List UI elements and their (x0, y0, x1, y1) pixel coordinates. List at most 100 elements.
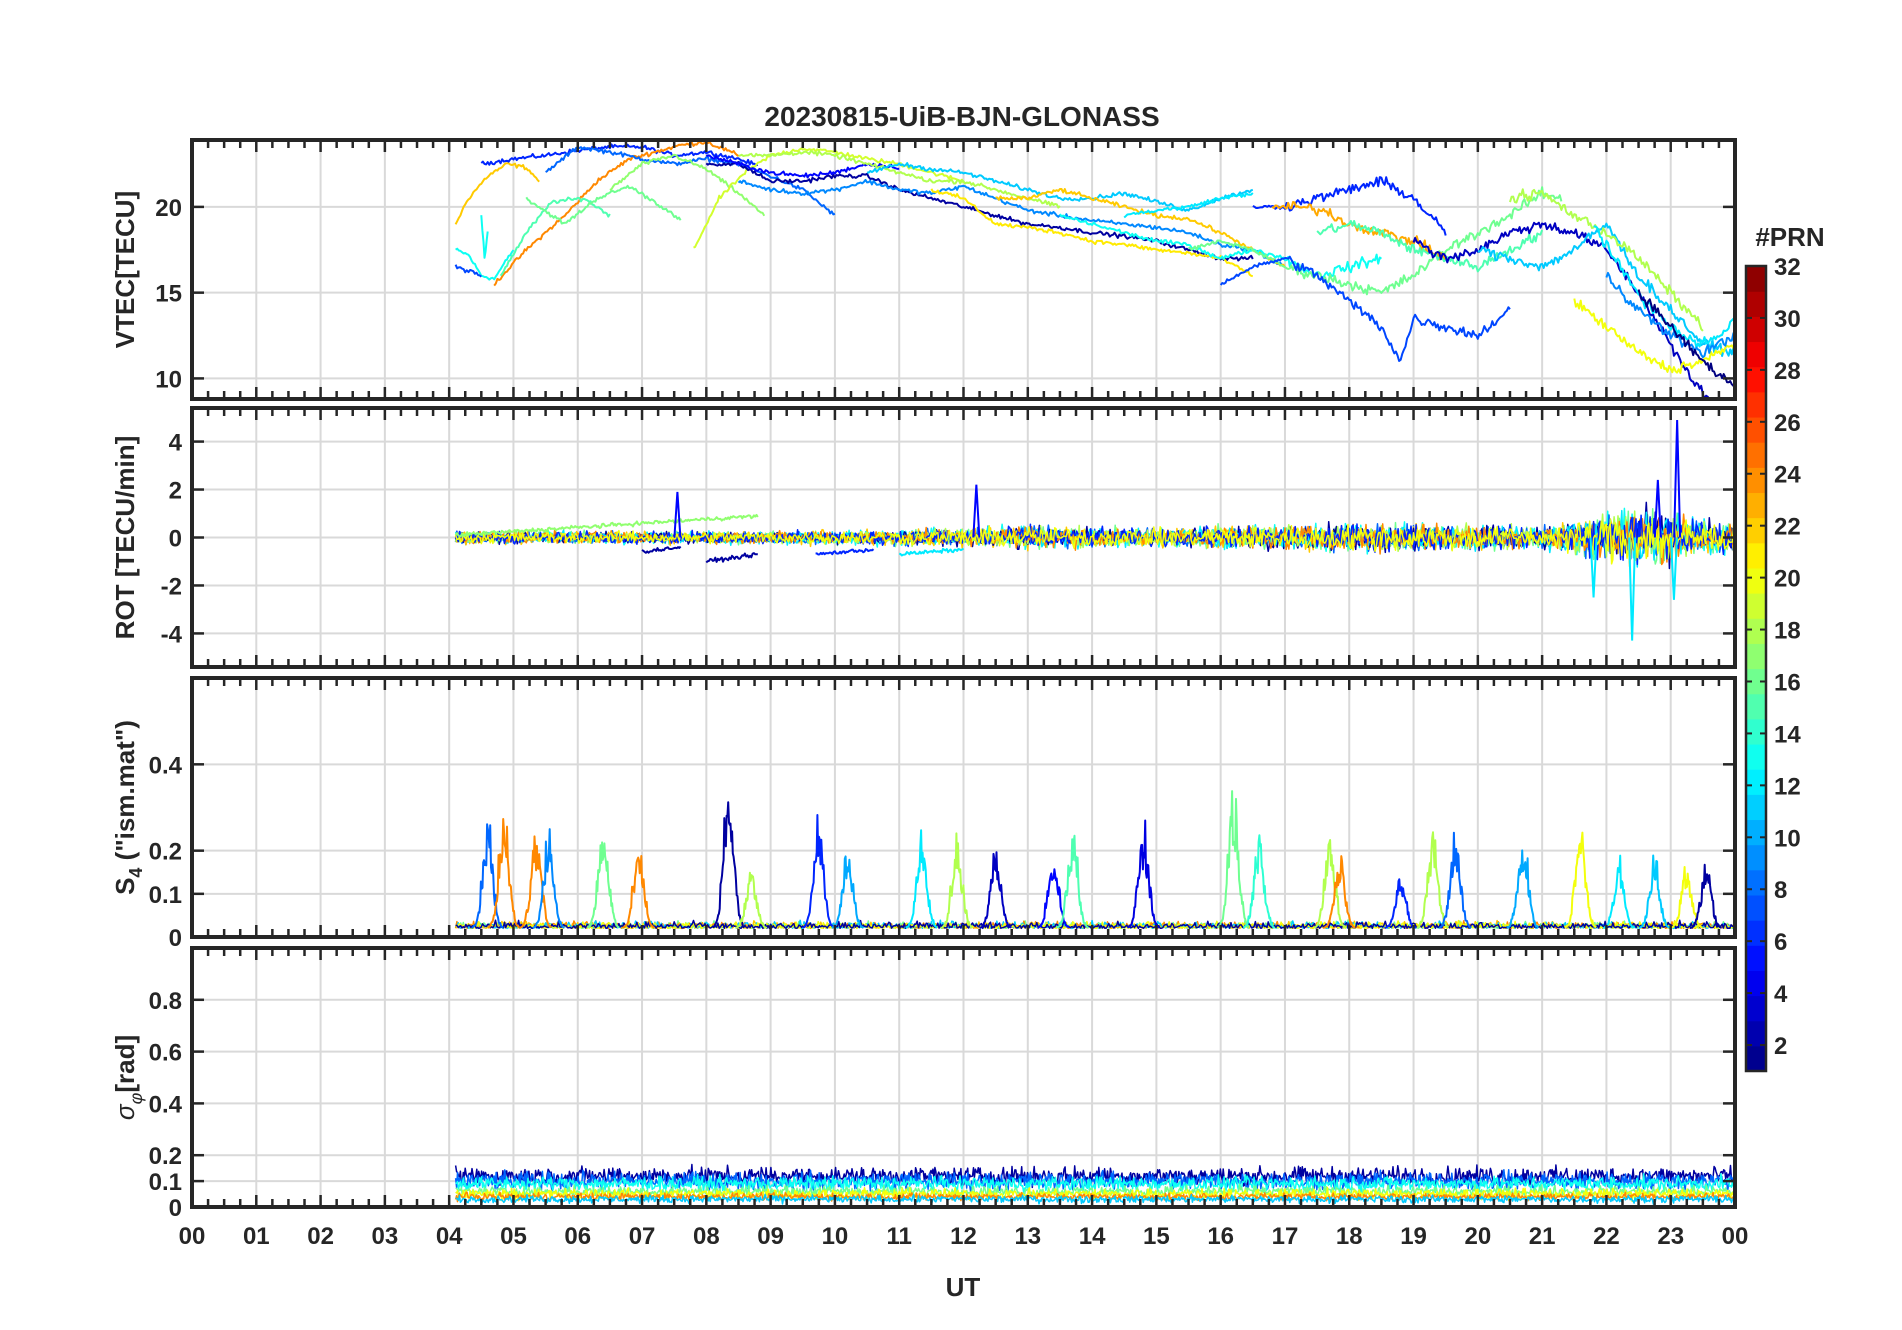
vtec-series-line (866, 162, 1254, 212)
colorbar-tick-label: 28 (1774, 358, 1801, 385)
vtec-series-line (1059, 213, 1382, 279)
x-tick-label: 07 (629, 1223, 656, 1250)
rot-spike (1669, 537, 1678, 600)
colorbar-tick-label: 2 (1774, 1033, 1787, 1060)
colorbar-segment (1746, 668, 1766, 695)
colorbar-segment (1746, 442, 1766, 468)
x-tick-label: 09 (757, 1223, 784, 1250)
x-tick-label: 21 (1529, 1223, 1556, 1250)
vtec-series-line (545, 146, 836, 216)
s4-burst-line (1564, 831, 1597, 929)
sigma-series-line (454, 1163, 1735, 1189)
x-tick-label: 00 (179, 1223, 206, 1250)
s4-burst-line (1670, 866, 1703, 929)
vtec-series-line (525, 184, 682, 225)
y-axis-label: VTEC[TECU] (110, 191, 140, 348)
s4-burst-line (1037, 868, 1070, 929)
rot-spike (1628, 537, 1637, 641)
colorbar-tick-label: 26 (1774, 410, 1801, 437)
rot-spike (972, 484, 981, 538)
colorbar-tick-label: 22 (1774, 514, 1801, 541)
vtec-series-line (1637, 289, 1735, 389)
y-tick-label: 2 (169, 478, 182, 505)
vtec-series-line (1412, 221, 1711, 399)
s4-burst-line (802, 814, 836, 929)
vtec-series-line (480, 143, 759, 167)
vtec-series-line (1188, 186, 1563, 296)
x-tick-label: 01 (243, 1223, 270, 1250)
vtec-data (454, 140, 1735, 399)
colorbar-segment (1746, 794, 1766, 821)
rot-trend-line (454, 513, 759, 538)
y-tick-label: 0 (169, 1195, 182, 1222)
axes-box (190, 676, 1737, 939)
colorbar-segment (1746, 542, 1766, 569)
x-tick-label: 05 (500, 1223, 527, 1250)
colorbar-segment (1746, 517, 1766, 544)
colorbar-tick-label: 4 (1774, 981, 1788, 1008)
colorbar-tick-label: 8 (1774, 877, 1787, 904)
rot-spike (673, 491, 682, 538)
s4-burst-line (831, 855, 864, 929)
s4-burst-line (532, 828, 565, 929)
s4-burst-line (1506, 849, 1539, 929)
s4-burst-line (979, 851, 1012, 929)
rot-spike (1653, 479, 1662, 538)
vtec-series-line (930, 188, 1254, 278)
colorbar-segment (1746, 567, 1766, 594)
x-tick-label: 15 (1143, 1223, 1170, 1250)
vtec-series-line (738, 150, 1061, 209)
s4-burst-line (1056, 834, 1089, 929)
y-tick-label: 0.4 (149, 1091, 183, 1118)
s4-burst-line (1313, 839, 1346, 929)
colorbar-segment (1746, 467, 1766, 494)
s4-burst-line (905, 829, 938, 929)
y-tick-label: 0 (169, 526, 182, 553)
s4-burst-line (1689, 863, 1722, 929)
axes-box (190, 946, 1737, 1209)
x-tick-label: 11 (887, 1223, 912, 1250)
x-tick-label: 03 (372, 1223, 399, 1250)
x-tick-label: 02 (307, 1223, 334, 1250)
y-tick-label: 20 (155, 195, 182, 222)
colorbar-segment (1746, 1045, 1766, 1072)
rot-series-line (454, 519, 1735, 565)
colorbar-tick-label: 24 (1774, 462, 1801, 489)
colorbar-segment (1746, 316, 1766, 343)
vtec-series-line (1573, 298, 1735, 374)
vtec-series-line (454, 162, 540, 225)
colorbar-segment (1746, 894, 1766, 921)
s4-burst-line (1242, 834, 1276, 929)
x-tick-label: 12 (950, 1223, 977, 1250)
colorbar-segment (1746, 995, 1766, 1022)
axes-box (190, 406, 1737, 669)
colorbar-segment (1746, 718, 1766, 745)
colorbar-segment (1746, 945, 1766, 971)
colorbar-segment (1746, 1020, 1766, 1047)
rot-trend-line (815, 548, 875, 556)
vtec-series-line (480, 215, 489, 259)
x-tick-label: 08 (693, 1223, 720, 1250)
s4-burst-line (1216, 790, 1250, 929)
x-axis-label: UT (946, 1272, 981, 1302)
colorbar-tick-label: 10 (1774, 825, 1801, 852)
colorbar-segment (1746, 743, 1766, 770)
x-tick-label: 13 (1014, 1223, 1041, 1250)
y-axis-label: S4 ("ism.mat") (110, 720, 146, 895)
colorbar-segment (1746, 366, 1766, 393)
s4-burst-line (586, 841, 620, 929)
colorbar-label: #PRN (1755, 222, 1824, 252)
y-tick-label: 4 (169, 430, 183, 457)
colorbar-tick-label: 18 (1774, 618, 1801, 645)
s4-burst-line (1323, 855, 1356, 929)
y-tick-label: -2 (161, 573, 182, 600)
rot-trend-line (898, 547, 965, 557)
colorbar-segment (1746, 618, 1766, 644)
s4-burst-line (1126, 819, 1160, 929)
x-axis: 00 01 02 03 04 05 06 07 08 09 10 11 12 13 14 15 16 17 18 19… (179, 1223, 1749, 1250)
s4-baseline-line (455, 919, 1735, 930)
x-tick-label: 19 (1400, 1223, 1427, 1250)
colorbar-tick-label: 12 (1774, 773, 1801, 800)
colorbar-segment (1746, 341, 1766, 368)
